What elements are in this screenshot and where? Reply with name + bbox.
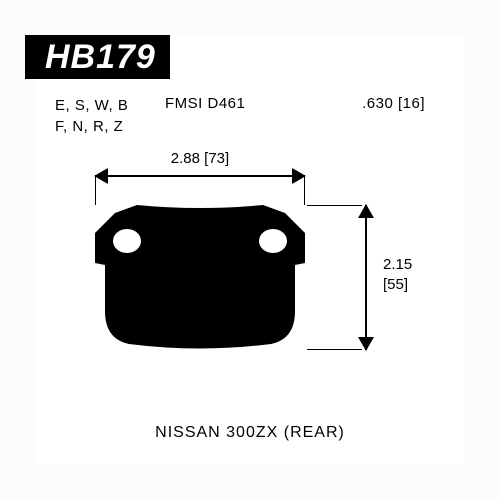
extension-line-right	[304, 175, 305, 205]
extension-line-top	[307, 205, 362, 206]
arrow-down-icon	[358, 337, 374, 351]
part-number-bar: HB179	[25, 35, 170, 79]
title-bar-accent	[25, 35, 37, 79]
vehicle-caption: NISSAN 300ZX (REAR)	[0, 424, 500, 442]
width-dimension: 2.88 [73]	[95, 160, 305, 190]
height-arrow-line	[365, 205, 367, 350]
pad-svg	[95, 205, 305, 350]
pad-diagram: 2.88 [73] 2.15 [55]	[45, 160, 445, 390]
thickness-spec: .630 [16]	[295, 95, 425, 137]
extension-line-left	[95, 175, 96, 205]
brake-pad-shape	[95, 205, 305, 350]
height-dimension: 2.15 [55]	[355, 205, 445, 350]
mounting-hole-left	[113, 229, 141, 253]
compound-codes: E, S, W, B F, N, R, Z	[55, 95, 165, 137]
compounds-line-2: F, N, R, Z	[55, 116, 165, 137]
height-mm: [55]	[383, 275, 412, 295]
arrow-left-icon	[94, 168, 108, 184]
pad-outline	[95, 205, 305, 349]
width-mm: [73]	[204, 150, 229, 167]
height-inches: 2.15	[383, 255, 412, 275]
specs-row: E, S, W, B F, N, R, Z FMSI D461 .630 [16…	[55, 95, 425, 137]
width-label: 2.88 [73]	[95, 150, 305, 167]
width-inches: 2.88	[171, 150, 200, 167]
part-number: HB179	[37, 35, 170, 79]
mounting-hole-right	[259, 229, 287, 253]
extension-line-bottom	[307, 349, 362, 350]
fmsi-code: FMSI D461	[165, 95, 295, 137]
arrow-up-icon	[358, 204, 374, 218]
width-arrow-line	[95, 175, 305, 177]
height-label: 2.15 [55]	[383, 255, 412, 294]
compounds-line-1: E, S, W, B	[55, 95, 165, 116]
